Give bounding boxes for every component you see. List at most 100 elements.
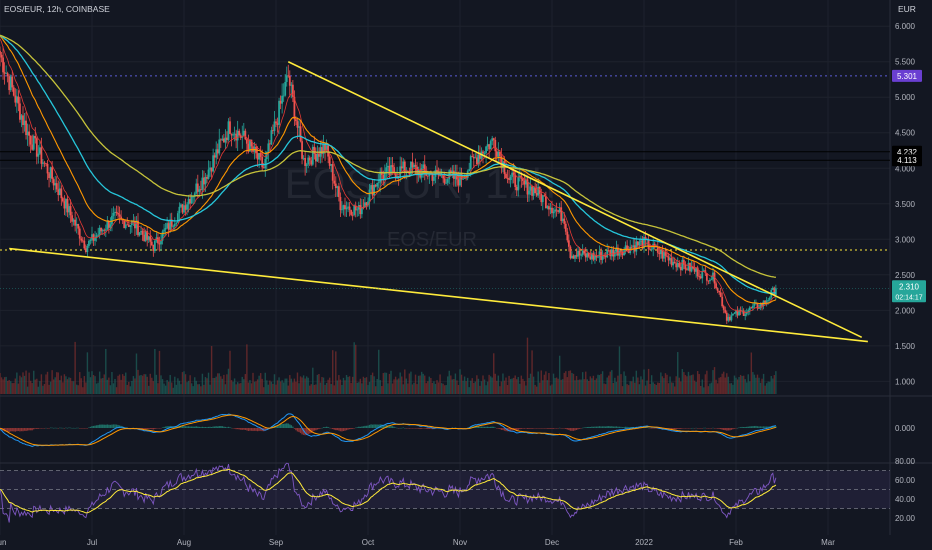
- candle-body: [526, 179, 529, 195]
- level-price-tag: [892, 154, 922, 167]
- candle-body: [84, 248, 87, 252]
- volume-bar: [263, 387, 265, 394]
- candle-body: [449, 170, 452, 174]
- volume-bar: [49, 381, 52, 394]
- volume-bar: [298, 383, 300, 394]
- volume-bar: [238, 383, 240, 394]
- volume-bar: [482, 375, 484, 394]
- volume-bar: [220, 376, 222, 394]
- candle-body: [245, 139, 248, 144]
- macd-histogram-bar: [670, 428, 673, 430]
- macd-histogram-bar: [730, 428, 733, 430]
- candle-body: [534, 187, 537, 194]
- candle-body: [65, 199, 67, 209]
- volume-bar: [381, 386, 383, 394]
- volume-bar: [549, 385, 552, 394]
- candle-body: [410, 161, 412, 175]
- macd-histogram-bar: [652, 428, 654, 429]
- macd-histogram-bar: [194, 426, 196, 428]
- volume-bar: [733, 375, 736, 394]
- volume-bar: [655, 384, 657, 394]
- macd-histogram-bar: [233, 428, 236, 429]
- macd-histogram-bar: [186, 426, 188, 428]
- candle-body: [586, 253, 589, 258]
- macd-histogram-bar: [393, 426, 395, 428]
- volume-bar: [244, 374, 247, 394]
- volume-bar: [666, 374, 668, 394]
- macd-histogram-bar: [184, 426, 187, 428]
- macd-histogram-bar: [91, 426, 93, 428]
- macd-histogram-bar: [491, 426, 493, 428]
- volume-bar: [371, 372, 374, 394]
- macd-histogram-bar: [152, 428, 155, 430]
- macd-histogram-bar: [623, 426, 625, 428]
- price-axis[interactable]: 6.000 5.500 5.000 4.500 4.000 3.500 3.000 2.500…: [895, 22, 916, 523]
- volume-bar: [772, 378, 774, 394]
- macd-histogram-bar: [17, 428, 20, 431]
- macd-histogram-bar: [289, 424, 291, 428]
- candle-body: [495, 151, 498, 157]
- macd-histogram-bar: [762, 426, 765, 428]
- macd-histogram-bar: [220, 426, 222, 428]
- volume-bar: [532, 376, 535, 394]
- candle-body: [143, 234, 146, 242]
- candle-body: [206, 176, 208, 179]
- candle-body: [406, 171, 409, 172]
- macd-histogram-bar: [542, 428, 544, 429]
- volume-bar: [307, 377, 309, 394]
- volume-bar: [632, 376, 634, 394]
- candle-body: [229, 121, 231, 134]
- volume-bars: [0, 337, 777, 394]
- candle-body: [436, 169, 438, 172]
- time-axis[interactable]: Jun Jul Aug Sep Oct Nov Dec 2022 Feb Mar: [0, 538, 835, 547]
- candle-body: [80, 238, 83, 241]
- candle-body: [305, 164, 308, 166]
- candle-body: [242, 130, 245, 137]
- volume-bar: [243, 379, 245, 394]
- macd-histogram-bar: [374, 424, 377, 428]
- macd-histogram-bar: [724, 428, 726, 431]
- volume-bar: [595, 378, 598, 394]
- volume-bar: [269, 380, 271, 394]
- macd-histogram-bar: [580, 428, 582, 429]
- volume-bar: [634, 382, 636, 394]
- candle-body: [180, 204, 182, 207]
- candle-body: [577, 250, 579, 257]
- volume-bar: [152, 381, 155, 394]
- volume-bar: [623, 371, 625, 394]
- macd-histogram-bar: [281, 423, 283, 428]
- volume-bar: [562, 379, 564, 394]
- macd-histogram-bar: [390, 425, 392, 428]
- macd-histogram-bar: [247, 428, 250, 431]
- candle-body: [356, 209, 359, 211]
- candle-body: [670, 258, 673, 266]
- volume-bar: [730, 383, 733, 394]
- candle-body: [537, 186, 540, 196]
- trendlines[interactable]: [9, 60, 868, 343]
- volume-bar: [230, 380, 233, 394]
- volume-bar: [621, 386, 624, 394]
- volume-bar: [367, 385, 369, 394]
- candle-body: [390, 165, 392, 175]
- volume-bar: [402, 384, 404, 394]
- volume-bar: [20, 377, 23, 394]
- volume-bar: [39, 381, 41, 394]
- candle-body: [137, 220, 139, 236]
- macd-histogram-bar: [100, 424, 102, 428]
- volume-bar: [677, 352, 679, 394]
- candle-body: [699, 276, 702, 279]
- volume-bar: [25, 370, 27, 394]
- macd-histogram-bar: [115, 424, 118, 428]
- macd-histogram-bar: [284, 423, 286, 428]
- volume-bar: [657, 382, 659, 394]
- volume-bar: [701, 379, 703, 394]
- macd-histogram-bar: [195, 426, 197, 428]
- volume-bar: [470, 380, 472, 394]
- macd-histogram-bar: [358, 426, 360, 428]
- macd-histogram-bar: [117, 424, 119, 428]
- candle-body: [747, 310, 750, 313]
- currency-label[interactable]: EUR: [898, 4, 916, 14]
- volume-bar: [19, 375, 21, 394]
- time-tick-label: 2022: [635, 538, 653, 547]
